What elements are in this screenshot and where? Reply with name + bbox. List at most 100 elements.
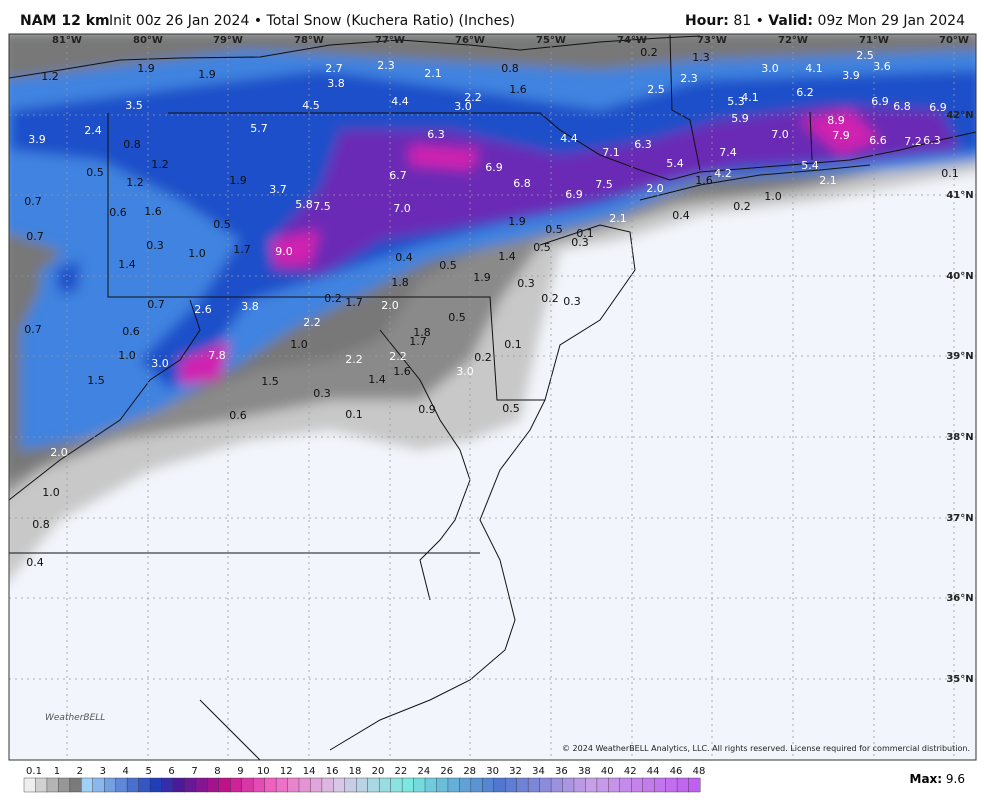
colorbar-tick: 40 — [601, 766, 614, 777]
snow-amount: 2.5 — [647, 83, 665, 96]
snow-amount: 0.1 — [941, 167, 959, 180]
snow-amount: 8.9 — [827, 114, 845, 127]
snow-amount: 4.2 — [714, 167, 732, 180]
colorbar-swatch — [447, 777, 460, 793]
colorbar-swatch — [115, 777, 128, 793]
colorbar-tick: 34 — [532, 766, 545, 777]
snow-amount: 3.5 — [125, 99, 143, 112]
snow-amount: 2.7 — [325, 62, 343, 75]
colorbar-tick: 44 — [647, 766, 660, 777]
latitude-label: 39°N — [946, 351, 973, 362]
snow-amount: 0.5 — [86, 166, 104, 179]
colorbar-tick: 14 — [303, 766, 316, 777]
colorbar-tick: 7 — [191, 766, 197, 777]
snow-amount: 2.2 — [303, 316, 321, 329]
snow-amount: 7.5 — [313, 200, 331, 213]
snow-amount: 6.8 — [513, 177, 531, 190]
snow-amount: 2.2 — [464, 91, 482, 104]
snow-amount: 0.5 — [439, 259, 457, 272]
snow-amount: 7.1 — [602, 146, 620, 159]
snow-amount: 3.0 — [456, 365, 474, 378]
longitude-label: 72°W — [778, 35, 808, 46]
snow-amount: 2.2 — [345, 353, 363, 366]
colorbar-swatch — [344, 777, 357, 793]
snow-amount: 1.0 — [188, 247, 206, 260]
snow-amount: 1.9 — [198, 68, 216, 81]
snow-amount: 6.2 — [796, 86, 814, 99]
snow-amount: 0.1 — [345, 408, 363, 421]
colorbar-swatch — [23, 777, 36, 793]
colorbar-tick: 4 — [123, 766, 129, 777]
colorbar-swatch — [459, 777, 472, 793]
snow-amount: 1.6 — [393, 365, 411, 378]
snow-amount: 0.7 — [24, 323, 42, 336]
hour-label: Hour: — [685, 13, 729, 29]
colorbar-tick: 8 — [214, 766, 220, 777]
snow-amount: 3.8 — [241, 300, 259, 313]
snow-amount: 0.3 — [146, 239, 164, 252]
colorbar-tick: 48 — [693, 766, 706, 777]
longitude-label: 81°W — [52, 35, 82, 46]
snow-amount: 5.4 — [801, 159, 819, 172]
colorbar-swatch — [653, 777, 667, 793]
snow-amount: 5.8 — [295, 198, 313, 211]
snow-amount: 1.4 — [498, 250, 516, 263]
colorbar-swatch — [585, 777, 598, 793]
max-label: Max: — [910, 772, 943, 786]
graticule — [9, 34, 976, 760]
snow-amount: 1.4 — [368, 373, 386, 386]
longitude-label: 76°W — [455, 35, 485, 46]
snow-amount: 6.9 — [485, 161, 503, 174]
colorbar-swatch — [69, 777, 82, 793]
snow-amount: 0.4 — [395, 251, 413, 264]
colorbar-swatch — [413, 777, 426, 793]
map-frame — [8, 33, 977, 761]
valid-label: Valid: — [768, 13, 813, 29]
snow-amount: 1.2 — [151, 158, 169, 171]
colorbar-tick: 18 — [349, 766, 362, 777]
snow-amount: 3.0 — [151, 357, 169, 370]
colorbar-swatch — [46, 777, 59, 793]
colorbar-swatch — [505, 777, 518, 793]
snow-amount: 5.3 — [727, 95, 745, 108]
colorbar-swatch — [138, 777, 151, 793]
snow-amount: 2.3 — [377, 59, 395, 72]
snow-amount: 1.2 — [126, 176, 144, 189]
snow-amount: 7.5 — [595, 178, 613, 191]
colorbar-swatch — [264, 777, 277, 793]
colorbar-swatch — [356, 777, 369, 793]
snow-amount: 7.0 — [393, 202, 411, 215]
colorbar-swatch — [172, 777, 185, 793]
longitude-label: 77°W — [375, 35, 405, 46]
snow-amount: 0.6 — [109, 206, 127, 219]
snow-amount: 0.5 — [502, 402, 520, 415]
snow-amount: 1.0 — [118, 349, 136, 362]
snow-amount: 1.5 — [87, 374, 105, 387]
snow-amount: 4.4 — [560, 132, 578, 145]
copyright: © 2024 WeatherBELL Analytics, LLC. All r… — [562, 744, 970, 753]
colorbar-tick: 42 — [624, 766, 637, 777]
colorbar-tick: 9 — [237, 766, 243, 777]
snow-amount: 1.9 — [473, 271, 491, 284]
colorbar-swatch — [333, 777, 346, 793]
colorbar-swatch — [631, 777, 644, 793]
latitude-label: 40°N — [946, 271, 973, 282]
latitude-label: 41°N — [946, 190, 973, 201]
snow-amount: 7.0 — [771, 128, 789, 141]
colorbar-swatch — [149, 777, 162, 793]
colorbar-swatch — [35, 777, 48, 793]
snow-amount: 4.4 — [391, 95, 409, 108]
colorbar-tick: 22 — [395, 766, 408, 777]
snow-amount: 9.0 — [275, 245, 293, 258]
colorbar-tick: 24 — [417, 766, 430, 777]
colorbar-swatch — [527, 777, 541, 793]
valid-value: 09z Mon 29 Jan 2024 — [817, 13, 965, 29]
colorbar-tick: 6 — [168, 766, 174, 777]
colorbar-tick: 2 — [77, 766, 83, 777]
colorbar-tick: 20 — [372, 766, 385, 777]
snow-amount: 6.9 — [871, 95, 889, 108]
colorbar-swatch — [252, 777, 266, 793]
colorbar-tick: 0.1 — [26, 766, 42, 777]
colorbar-swatch — [493, 777, 506, 793]
snow-amount: 0.6 — [122, 325, 140, 338]
